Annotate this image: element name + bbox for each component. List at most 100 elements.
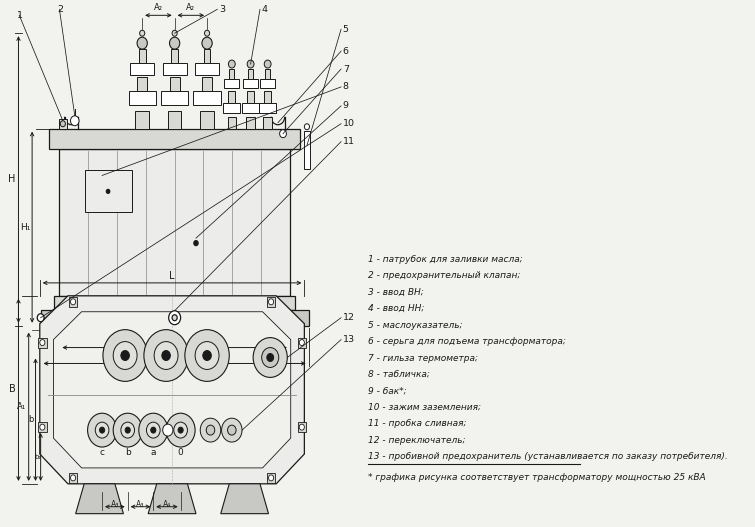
Bar [69, 473, 77, 483]
Circle shape [60, 121, 66, 126]
Text: A₂: A₂ [154, 3, 163, 12]
Bar [137, 77, 147, 91]
Bar [264, 91, 271, 103]
Bar [242, 103, 259, 113]
Polygon shape [40, 296, 304, 484]
Circle shape [139, 413, 168, 447]
Bar [260, 79, 276, 88]
Text: 1: 1 [17, 11, 23, 20]
Text: 2: 2 [57, 5, 63, 14]
Bar [135, 111, 149, 129]
Circle shape [279, 130, 286, 138]
Circle shape [299, 424, 304, 430]
Bar [265, 69, 270, 79]
Circle shape [140, 30, 145, 36]
Text: 9 - бак*;: 9 - бак*; [368, 386, 407, 395]
Text: 8 - табличка;: 8 - табличка; [368, 370, 430, 379]
Text: H: H [8, 174, 15, 184]
Circle shape [37, 314, 44, 321]
Text: 13: 13 [343, 335, 355, 344]
Circle shape [227, 425, 236, 435]
Bar [200, 111, 214, 129]
Bar [171, 49, 178, 63]
Bar [248, 69, 253, 79]
Circle shape [264, 60, 271, 68]
Bar [193, 91, 220, 105]
Circle shape [178, 427, 183, 433]
Circle shape [262, 347, 279, 367]
Circle shape [269, 299, 273, 305]
Text: 2 - предохранительный клапан;: 2 - предохранительный клапан; [368, 271, 521, 280]
Bar [168, 111, 181, 129]
Circle shape [299, 339, 304, 346]
Circle shape [203, 350, 211, 360]
Text: A: A [204, 351, 211, 360]
Text: b₁: b₁ [35, 454, 42, 460]
Bar [128, 91, 156, 105]
Circle shape [95, 422, 109, 438]
Circle shape [40, 339, 45, 346]
Text: 11 - пробка сливная;: 11 - пробка сливная; [368, 419, 467, 428]
Circle shape [146, 422, 160, 438]
Bar [259, 103, 276, 113]
Circle shape [144, 330, 188, 382]
Text: 1 - патрубок для заливки масла;: 1 - патрубок для заливки масла; [368, 255, 523, 264]
Text: A₃: A₃ [137, 500, 145, 509]
Bar [267, 297, 276, 307]
Text: A: A [171, 337, 178, 347]
Circle shape [205, 30, 210, 36]
Bar [267, 473, 276, 483]
Text: c: c [100, 447, 105, 456]
Circle shape [70, 475, 76, 481]
Text: 12: 12 [343, 313, 355, 322]
Text: 0: 0 [177, 447, 183, 456]
Bar [204, 49, 211, 63]
Text: H₁: H₁ [20, 223, 30, 232]
Bar [54, 296, 295, 310]
Circle shape [70, 116, 79, 126]
Bar [139, 49, 146, 63]
Polygon shape [54, 312, 291, 468]
Text: 11: 11 [343, 137, 355, 146]
Text: 4 - ввод НН;: 4 - ввод НН; [368, 304, 425, 313]
Bar [131, 63, 154, 75]
Bar [162, 63, 186, 75]
Bar [304, 131, 310, 169]
Text: 6 - серьга для подъема трансформатора;: 6 - серьга для подъема трансформатора; [368, 337, 566, 346]
Circle shape [172, 315, 177, 321]
Bar [230, 69, 234, 79]
Circle shape [267, 354, 273, 362]
Text: 9: 9 [343, 101, 349, 110]
Circle shape [166, 413, 195, 447]
Circle shape [121, 350, 129, 360]
Circle shape [206, 425, 214, 435]
Text: 4: 4 [262, 5, 268, 14]
Circle shape [229, 60, 236, 68]
Bar [297, 422, 306, 432]
Text: C: C [122, 351, 128, 360]
Bar [41, 310, 309, 326]
Circle shape [195, 341, 219, 369]
Bar [161, 91, 188, 105]
Bar [263, 117, 272, 129]
Text: 7: 7 [343, 64, 349, 74]
Bar [246, 117, 255, 129]
Bar [229, 91, 236, 103]
Bar [202, 77, 212, 91]
Bar [223, 103, 240, 113]
Circle shape [125, 427, 131, 433]
Circle shape [269, 475, 273, 481]
Text: 3 - ввод ВН;: 3 - ввод ВН; [368, 288, 424, 297]
Text: B: B [162, 351, 170, 360]
Text: A₃: A₃ [111, 500, 119, 509]
Text: B: B [9, 384, 16, 394]
Bar [247, 91, 254, 103]
Circle shape [170, 37, 180, 49]
Text: * графика рисунка соответствует трансформатору мощностью 25 кВА: * графика рисунка соответствует трансфор… [368, 473, 706, 482]
Polygon shape [220, 484, 269, 514]
Circle shape [121, 422, 134, 438]
Circle shape [247, 60, 254, 68]
Text: b: b [29, 415, 34, 424]
Circle shape [70, 299, 76, 305]
Text: 7 - гильза термометра;: 7 - гильза термометра; [368, 354, 479, 363]
